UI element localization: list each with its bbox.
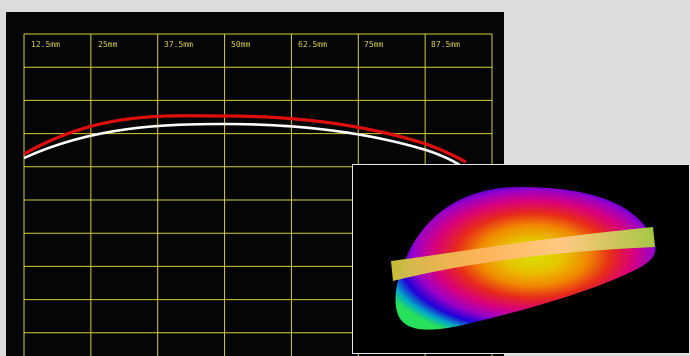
profile-curves bbox=[23, 114, 467, 170]
tick-label: 50mm bbox=[231, 40, 250, 49]
surface-shape bbox=[395, 187, 656, 330]
cross-section-band bbox=[391, 227, 655, 281]
tick-label: 12.5mm bbox=[31, 40, 60, 49]
red-profile-curve bbox=[23, 114, 467, 164]
tick-labels: 12.5mm 25mm 37.5mm 50mm 62.5mm 75mm 87.5… bbox=[31, 40, 460, 49]
tick-label: 37.5mm bbox=[164, 40, 193, 49]
tick-label: 25mm bbox=[98, 40, 117, 49]
white-profile-curve bbox=[23, 122, 465, 170]
surface-3d-render bbox=[391, 187, 656, 330]
tick-label: 87.5mm bbox=[431, 40, 460, 49]
profile-grid: 12.5mm 25mm 37.5mm 50mm 62.5mm 75mm 87.5… bbox=[23, 33, 493, 356]
gridlines bbox=[23, 33, 493, 356]
tick-label: 62.5mm bbox=[298, 40, 327, 49]
tick-label: 75mm bbox=[364, 40, 383, 49]
surface-3d-viewport[interactable] bbox=[352, 164, 690, 354]
